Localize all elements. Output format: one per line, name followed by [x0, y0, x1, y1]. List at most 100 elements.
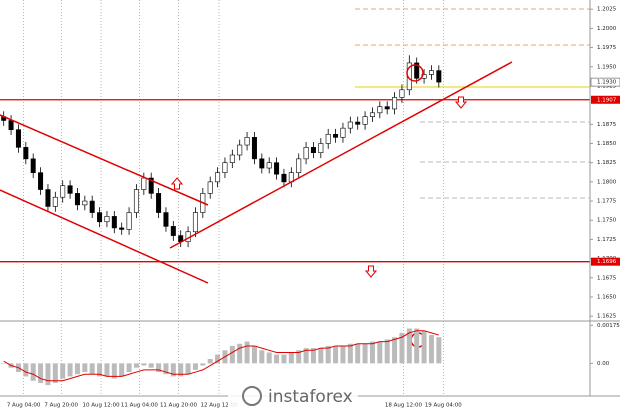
candle-body	[133, 189, 139, 213]
candle-body	[97, 212, 103, 223]
histogram-bar	[399, 332, 405, 364]
candle-body	[310, 147, 316, 154]
level-label-box	[591, 257, 620, 266]
current-price-marker	[590, 77, 620, 87]
histogram-bar	[340, 345, 346, 364]
indicator-tick-label: 0.00175	[597, 323, 620, 329]
candle-body	[266, 162, 272, 169]
histogram-bar	[30, 363, 36, 381]
y-tick-label: 1.1875	[597, 122, 617, 128]
y-tick-label: 1.1675	[597, 275, 617, 281]
highlight-circle	[406, 64, 424, 82]
candle-body	[318, 143, 324, 154]
candle-body	[215, 172, 221, 183]
candle-body	[369, 112, 375, 117]
histogram-bar	[104, 363, 110, 377]
histogram-bar	[259, 350, 265, 364]
x-tick-label: 11 Aug 20:00	[160, 403, 198, 409]
channel-upper	[0, 114, 209, 206]
histogram-bar	[148, 363, 154, 368]
histogram-bar	[406, 328, 412, 364]
candle-body	[325, 133, 331, 144]
y-tick-label: 1.2025	[597, 7, 617, 13]
candle-body	[347, 121, 353, 129]
y-tick-label: 1.1725	[597, 237, 617, 243]
candle-body	[192, 212, 198, 233]
histogram-bar	[163, 363, 169, 375]
candle-body	[384, 106, 390, 110]
histogram-bar	[82, 363, 88, 373]
x-tick-label: 7 Aug 20:00	[44, 403, 78, 409]
candle-body	[237, 144, 243, 156]
histogram-bar	[384, 339, 390, 364]
histogram-bar	[392, 337, 398, 364]
histogram-bar	[45, 363, 51, 386]
histogram-bar	[369, 341, 375, 364]
histogram-bar	[310, 348, 316, 364]
histogram-bar	[318, 348, 324, 364]
histogram-bar	[325, 345, 331, 364]
histogram-bar	[421, 330, 427, 364]
candle-body	[251, 137, 257, 160]
candle-body	[399, 89, 405, 98]
histogram-bar	[428, 335, 434, 364]
y-tick-label: 1.1750	[597, 218, 617, 224]
candle-body	[163, 212, 169, 227]
histogram-bar	[133, 363, 139, 368]
candle-body	[296, 158, 302, 173]
trend-line	[169, 61, 513, 249]
histogram-bar	[60, 363, 66, 379]
candle-body	[392, 97, 398, 110]
candle-body	[60, 185, 66, 198]
candle-body	[355, 121, 361, 125]
candle-body	[45, 189, 51, 207]
y-tick-label: 1.1950	[597, 64, 617, 70]
x-tick-label: 10 Aug 12:00	[83, 403, 121, 409]
candle-body	[303, 147, 309, 160]
down-arrow	[364, 265, 378, 278]
candle-body	[333, 133, 339, 138]
histogram-bar	[436, 337, 442, 364]
histogram-bar	[156, 363, 162, 373]
candle-body	[23, 147, 29, 160]
candle-body	[436, 70, 442, 83]
candle-body	[38, 172, 44, 190]
candle-body	[67, 185, 73, 194]
y-tick-label: 1.2000	[597, 26, 617, 32]
candle-body	[141, 177, 147, 190]
candle-body	[30, 158, 36, 173]
histogram-bar	[237, 343, 243, 364]
x-tick-label: 7 Aug 04:00	[7, 403, 41, 409]
candle-body	[156, 193, 162, 213]
histogram-bar	[111, 363, 117, 379]
candle-body	[82, 200, 88, 206]
indicator-tick-label: 0.00	[597, 361, 610, 367]
histogram-bar	[67, 363, 73, 377]
histogram-bar	[333, 345, 339, 364]
histogram-bar	[38, 363, 44, 383]
level-label: 1.1696	[597, 259, 617, 265]
y-tick-label: 1.1975	[597, 45, 617, 51]
candle-body	[89, 200, 95, 213]
histogram-bar	[355, 343, 361, 364]
candle-body	[207, 181, 213, 194]
histogram-bar	[178, 363, 184, 377]
candle-body	[170, 226, 176, 236]
histogram-bar	[296, 350, 302, 364]
candle-body	[274, 162, 280, 175]
candle-body	[119, 227, 125, 230]
levels-layer	[0, 99, 590, 263]
histogram-bar	[170, 363, 176, 377]
channel-lower	[0, 189, 209, 284]
histogram-bar	[74, 363, 80, 375]
histogram-bar	[23, 363, 29, 377]
up-arrow	[170, 177, 184, 190]
candle-body	[428, 70, 434, 75]
candle-body	[111, 216, 117, 229]
histogram-bar	[185, 363, 191, 375]
histogram-bar	[229, 345, 235, 364]
watermark-logo	[242, 386, 262, 406]
